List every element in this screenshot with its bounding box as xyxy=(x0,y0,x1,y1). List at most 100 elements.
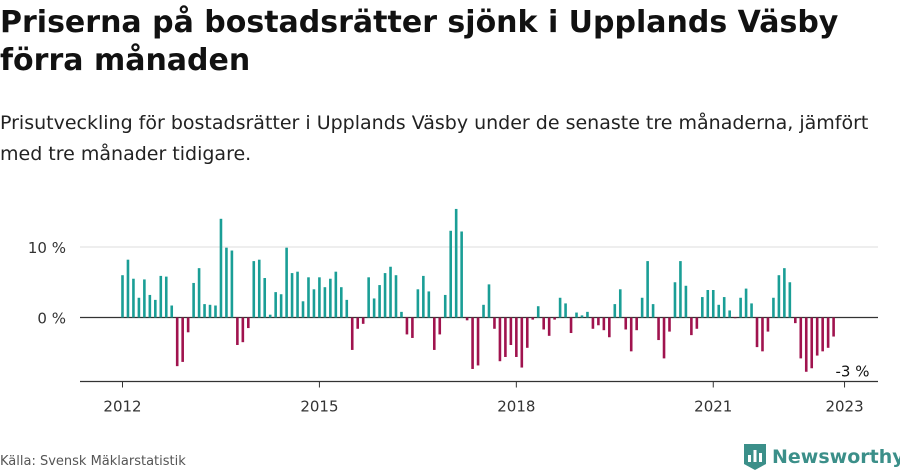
bar-2017-06 xyxy=(476,317,480,366)
bar-2019-10 xyxy=(629,317,633,352)
bar-2016-10 xyxy=(432,317,436,350)
bar-2016-06 xyxy=(411,317,414,338)
bar-2013-07 xyxy=(219,218,223,318)
bar-2015-01 xyxy=(318,277,321,318)
bar-2017-03 xyxy=(460,231,463,318)
bar-2014-11 xyxy=(307,277,310,318)
bar-2016-01 xyxy=(383,273,387,318)
bar-2020-06 xyxy=(673,282,677,318)
x-tick-label: 2012 xyxy=(103,398,141,416)
bar-2016-09 xyxy=(427,291,431,318)
bar-2019-12 xyxy=(640,297,644,318)
bar-2013-04 xyxy=(203,304,206,318)
bar-2012-04 xyxy=(137,297,141,318)
bar-2021-08 xyxy=(750,303,753,318)
bar-2018-07 xyxy=(547,317,551,336)
bar-2014-05 xyxy=(274,292,277,318)
bar-2013-09 xyxy=(230,250,234,318)
bar-2015-09 xyxy=(361,317,365,324)
brand-logo[interactable]: Newsworthy xyxy=(744,443,900,471)
bar-2022-02 xyxy=(783,268,786,318)
bar-2019-03 xyxy=(591,317,595,329)
bar-2018-02 xyxy=(520,317,524,368)
bar-2014-10 xyxy=(301,301,305,318)
bar-2019-01 xyxy=(580,315,584,318)
bar-2016-08 xyxy=(422,275,425,318)
bar-2015-10 xyxy=(367,277,370,318)
bar-2017-09 xyxy=(493,317,496,329)
bar-2014-08 xyxy=(290,273,294,318)
bar-2015-11 xyxy=(372,298,376,318)
bar-2020-11 xyxy=(701,297,704,318)
bar-2017-05 xyxy=(471,317,474,369)
chart-title: Priserna på bostadsrätter sjönk i Upplan… xyxy=(0,5,839,78)
bar-2014-06 xyxy=(279,294,283,318)
last-value-annotation: -3 % xyxy=(835,363,869,381)
brand-name: Newsworthy xyxy=(772,446,900,468)
bar-2017-12 xyxy=(509,317,513,345)
x-tick-label: 2023 xyxy=(825,398,863,416)
bar-2021-09 xyxy=(755,317,759,348)
bar-2012-06 xyxy=(148,294,152,318)
bar-2019-09 xyxy=(624,317,628,330)
bar-2013-12 xyxy=(247,317,250,329)
bar-2020-09 xyxy=(690,317,693,336)
bar-2018-09 xyxy=(558,297,562,318)
bar-2021-06 xyxy=(739,297,742,318)
bar-2015-03 xyxy=(329,278,332,318)
bar-2021-12 xyxy=(772,297,775,318)
bar-2012-08 xyxy=(159,275,163,318)
bar-2021-11 xyxy=(766,317,770,332)
bar-2018-11 xyxy=(569,317,573,334)
x-axis-ticks: 2012 2015 2018 2021 2023 xyxy=(103,381,864,416)
bar-2022-11 xyxy=(832,317,835,337)
bar-2021-01 xyxy=(711,290,715,318)
y-tick-label: 0 % xyxy=(37,310,66,328)
x-tick-label: 2021 xyxy=(694,398,732,416)
bar-2020-07 xyxy=(679,261,682,318)
bar-2014-03 xyxy=(263,278,267,318)
bar-2015-05 xyxy=(340,287,343,318)
bar-2016-02 xyxy=(389,266,392,318)
bar-2016-11 xyxy=(438,317,442,335)
bar-2012-01 xyxy=(121,275,124,318)
bar-2018-05 xyxy=(536,306,540,318)
bar-2012-10 xyxy=(170,305,174,318)
bar-2017-08 xyxy=(487,284,491,318)
bar-2022-01 xyxy=(777,275,781,318)
source-note: Källa: Svensk Mäklarstatistik xyxy=(0,454,186,469)
bar-2013-02 xyxy=(192,282,195,318)
y-tick-label: 10 % xyxy=(28,239,66,257)
bar-2014-02 xyxy=(257,259,261,318)
bar-series xyxy=(121,208,835,372)
chart-subtitle: Prisutveckling för bostadsrätter i Uppla… xyxy=(0,112,869,165)
bar-2021-03 xyxy=(722,297,726,318)
bar-2012-02 xyxy=(126,259,130,318)
bar-2022-06 xyxy=(804,317,808,372)
bar-2020-12 xyxy=(706,290,710,318)
bar-2022-05 xyxy=(799,317,803,359)
bar-2013-03 xyxy=(197,268,201,318)
bar-2019-02 xyxy=(586,311,589,318)
bar-2020-04 xyxy=(662,317,666,359)
bar-2018-04 xyxy=(531,317,535,320)
bar-2020-03 xyxy=(657,317,660,341)
bar-2020-02 xyxy=(651,304,655,318)
bar-2012-05 xyxy=(143,279,146,318)
x-tick-label: 2018 xyxy=(497,398,535,416)
bar-2018-10 xyxy=(564,303,567,318)
bar-2015-07 xyxy=(350,317,354,350)
bar-2022-03 xyxy=(788,282,792,318)
bar-2022-09 xyxy=(821,317,824,352)
bar-2020-05 xyxy=(668,317,671,332)
bar-2018-08 xyxy=(553,317,556,320)
bar-2018-12 xyxy=(575,312,578,318)
bar-2017-11 xyxy=(504,317,507,357)
bar-2014-12 xyxy=(312,289,316,318)
bar-2022-08 xyxy=(815,317,819,356)
bar-2021-10 xyxy=(761,317,764,352)
bar-2012-11 xyxy=(175,317,179,367)
bar-2019-04 xyxy=(597,317,600,326)
bar-2013-06 xyxy=(214,305,217,318)
bar-2016-04 xyxy=(400,311,403,318)
